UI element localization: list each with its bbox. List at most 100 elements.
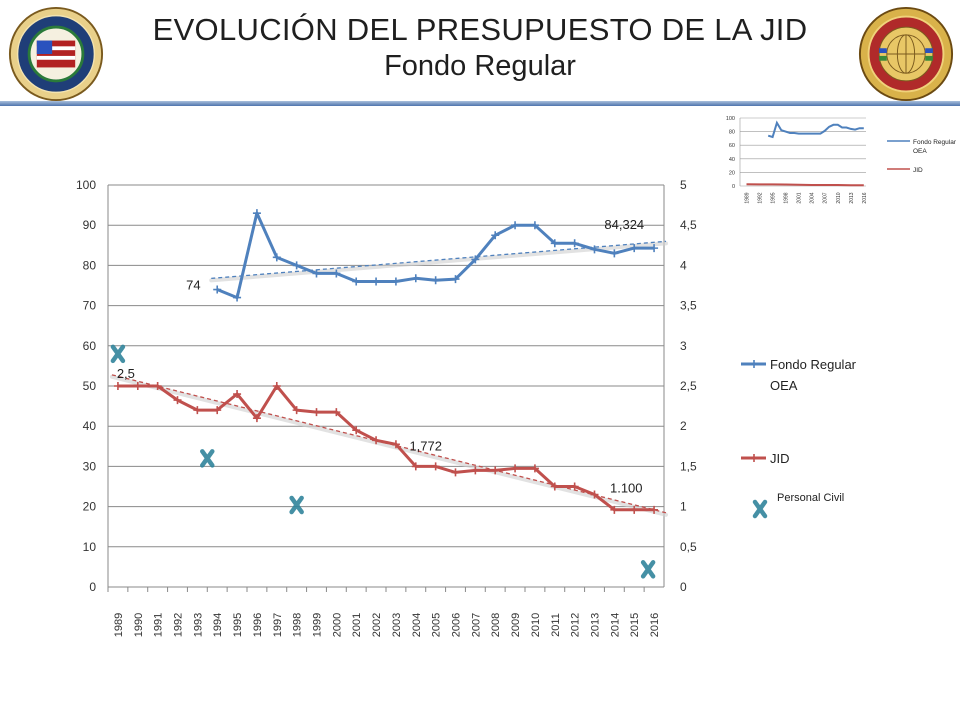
data-annotation: 1,772 <box>409 438 442 453</box>
data-point <box>352 277 361 286</box>
x-tick-label: 2009 <box>510 613 522 637</box>
jid-emblem-logo <box>858 6 954 102</box>
data-point <box>153 382 162 390</box>
y2-tick-label: 3 <box>680 339 687 353</box>
inset-legend-label: Fondo Regular <box>913 139 957 146</box>
x-tick-label: 1998 <box>292 613 304 637</box>
x-tick-label: 2001 <box>351 613 363 637</box>
data-point <box>213 285 222 294</box>
data-point <box>332 408 341 417</box>
legend-marker <box>750 360 758 368</box>
x-tick-label: 2000 <box>331 613 343 637</box>
data-point <box>312 408 321 417</box>
data-point <box>451 275 460 284</box>
data-point <box>113 382 122 390</box>
data-point <box>511 464 520 473</box>
trendline-shadow <box>109 374 668 517</box>
series-jid <box>109 374 668 517</box>
y2-tick-label: 2 <box>680 419 687 433</box>
legend: Fondo Regular OEA JID Personal Civil <box>741 357 857 519</box>
data-point <box>133 382 142 390</box>
legend-label: Personal Civil <box>777 492 844 504</box>
inset-chart: 0 20 40 60 80 100 1989 1992 1995 1998 2001 2004 2007… <box>726 116 957 204</box>
inset-y-tick-label: 20 <box>729 170 735 176</box>
data-annotation: 1.100 <box>610 481 643 496</box>
x-tick-label: 2003 <box>391 613 403 637</box>
data-point <box>233 390 242 399</box>
data-point <box>372 277 381 286</box>
y2-tick-label: 2,5 <box>680 379 697 393</box>
x-tick-label: 1999 <box>312 613 324 637</box>
data-point <box>630 505 639 514</box>
x-tick-label: 2002 <box>371 613 383 637</box>
inset-x-tick-label: 2004 <box>810 192 816 203</box>
data-point <box>570 239 579 248</box>
x-tick-label: 2004 <box>411 613 423 637</box>
data-point <box>312 269 321 278</box>
x-tick-label: 1995 <box>232 613 244 637</box>
x-tick-label: 1991 <box>153 613 165 637</box>
legend-label: Fondo Regular <box>770 357 857 372</box>
data-point <box>471 466 480 475</box>
x-tick-label: 1996 <box>252 613 264 637</box>
inset-y-tick-label: 80 <box>729 130 735 136</box>
legend-marker <box>750 454 758 462</box>
oas-emblem-logo <box>8 6 104 102</box>
personal-civil-point <box>200 449 215 468</box>
inset-x-tick-label: 1995 <box>771 192 777 203</box>
inset-series-line <box>746 183 864 187</box>
data-point <box>193 406 202 415</box>
data-point <box>372 436 381 445</box>
x-tick-label: 2012 <box>570 613 582 637</box>
y2-tick-label: 4 <box>680 258 687 272</box>
y-tick-label: 70 <box>83 299 97 313</box>
x-marker-stroke <box>289 495 304 515</box>
x-tick-label: 2010 <box>530 613 542 637</box>
data-point <box>530 221 539 230</box>
x-tick-label: 1992 <box>173 613 185 637</box>
x-tick-label: 2013 <box>590 613 602 637</box>
y2-tick-label: 1,5 <box>680 459 697 473</box>
y-tick-label: 100 <box>76 178 96 192</box>
data-point <box>213 406 222 415</box>
data-point <box>272 382 281 390</box>
y2-tick-label: 5 <box>680 178 687 192</box>
data-annotation: 74 <box>186 278 200 293</box>
data-point <box>570 482 579 491</box>
data-point <box>173 396 182 405</box>
inset-x-tick-label: 2016 <box>862 192 868 203</box>
data-point <box>590 245 599 254</box>
y2-tick-label: 0,5 <box>680 540 697 554</box>
inset-x-tick-label: 2007 <box>823 192 829 203</box>
x-tick-label: 2005 <box>431 613 443 637</box>
x-tick-label: 2016 <box>649 613 661 637</box>
x-tick-label: 1989 <box>113 613 125 637</box>
x-tick-label: 2008 <box>490 613 502 637</box>
page-title: EVOLUCIÓN DEL PRESUPUESTO DE LA JID <box>152 12 808 47</box>
x-tick-label: 2007 <box>470 613 482 637</box>
inset-x-tick-label: 1992 <box>758 192 764 203</box>
personal-civil-point <box>640 560 656 579</box>
inset-legend-label: OEA <box>913 148 927 155</box>
data-point <box>650 244 659 253</box>
inset-x-tick-label: 2001 <box>797 192 803 203</box>
page-subtitle: Fondo Regular <box>384 50 576 82</box>
y-tick-label: 20 <box>83 500 97 514</box>
inset-y-tick-label: 60 <box>729 143 735 149</box>
data-point <box>292 406 301 415</box>
x-tick-label: 1994 <box>212 613 224 637</box>
data-point <box>332 269 341 278</box>
x-tick-label: 2014 <box>609 613 621 637</box>
data-point <box>550 239 559 248</box>
data-annotation: 2,5 <box>117 366 135 381</box>
data-point <box>272 253 281 262</box>
data-point <box>431 276 440 285</box>
y2-tick-label: 3,5 <box>680 299 697 313</box>
data-annotation: 84,324 <box>604 217 644 232</box>
data-point <box>292 261 301 270</box>
data-point <box>391 277 400 286</box>
legend-label: JID <box>770 451 790 466</box>
inset-x-tick-label: 1998 <box>784 192 790 203</box>
y-tick-label: 80 <box>83 258 97 272</box>
legend-marker-personal-civil <box>752 499 768 519</box>
